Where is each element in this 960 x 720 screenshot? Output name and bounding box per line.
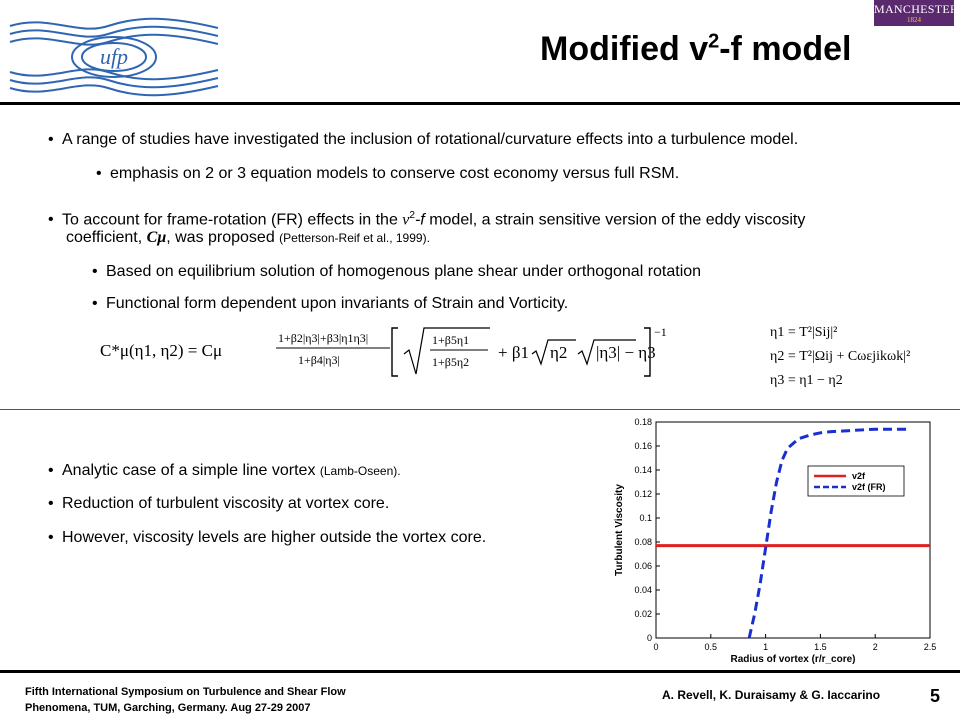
bullet-1: • A range of studies have investigated th… [48, 131, 799, 148]
manchester-logo: MANCHESTER 1824 [874, 0, 959, 26]
y-tick-label: 0 [647, 633, 652, 643]
eq-beta1: + β1 [498, 343, 529, 362]
x-tick-label: 2 [873, 642, 878, 652]
bullet-3-pre: Analytic case of a simple line vortex [62, 462, 320, 479]
eq-sqrt1-arg: η2 [550, 343, 567, 362]
x-tick-label: 1 [763, 642, 768, 652]
bullet-2-sub-2: • Functional form dependent upon invarian… [92, 295, 569, 312]
citation-lamb-oseen: (Lamb-Oseen). [319, 464, 401, 478]
citation-petterson: (Petterson-Reif et al., 1999). [279, 231, 430, 245]
brand-name: MANCHESTER [874, 2, 959, 16]
bullet-2-sub-1-text: Based on equilibrium solution of homogen… [106, 263, 702, 280]
x-tick-label: 0 [653, 642, 658, 652]
bullet-2: • To account for frame-rotation (FR) effe… [48, 210, 806, 229]
conference-line-1: Fifth International Symposium on Turbule… [25, 686, 346, 698]
eq-bracket-right [644, 327, 651, 377]
y-tick-label: 0.18 [634, 417, 652, 427]
eq-sqrt-1 [403, 327, 490, 375]
bullet-5: • However, viscosity levels are higher ou… [48, 529, 487, 546]
bullet-2-post: model, a strain sensitive version of the… [424, 211, 806, 229]
eq-power: −1 [654, 325, 667, 339]
y-tick-label: 0.08 [634, 537, 652, 547]
eq-lhs: C*μ(η1, η2) = Cμ [100, 341, 222, 360]
bullet-5-text: However, viscosity levels are higher out… [62, 529, 487, 546]
bullet-2-v: v [402, 211, 410, 229]
title-end: -f model [719, 30, 852, 68]
logo-text: ufp [100, 44, 128, 69]
bullet-2-sub-2-text: Functional form dependent upon invariant… [106, 295, 569, 312]
eq-denom: 1+β4|η3| [298, 353, 340, 367]
y-tick-label: 0.12 [634, 489, 652, 499]
bullet-2-line2-pre: coefficient, [66, 229, 147, 246]
bullet-1-text: A range of studies have investigated the… [62, 131, 799, 148]
bullet-2-sub-1: • Based on equilibrium solution of homoge… [92, 263, 702, 280]
brand-year: 1824 [907, 16, 921, 24]
x-tick-label: 1.5 [814, 642, 827, 652]
eq-sqrt-3 [577, 339, 636, 366]
conference-line-2: Phenomena, TUM, Garching, Germany. Aug 2… [25, 702, 311, 714]
inv-eta1: η1 = T²|Sij|² [770, 325, 837, 340]
y-axis-label: Turbulent Viscosity [614, 484, 625, 576]
bullet-4-text: Reduction of turbulent viscosity at vort… [62, 495, 390, 512]
x-axis-label: Radius of vortex (r/r_core) [730, 654, 855, 665]
y-tick-label: 0.16 [634, 441, 652, 451]
eq-numer: 1+β2|η3|+β3|η1η3| [278, 331, 368, 345]
inv-eta3: η3 = η1 − η2 [770, 373, 843, 388]
bullet-2-pre: To account for frame-rotation (FR) effec… [62, 211, 403, 229]
cmu-equation: C*μ(η1, η2) = Cμ 1+β2|η3|+β3|η1η3| 1+β4|… [100, 325, 667, 377]
bullet-3: • Analytic case of a simple line vortex (… [48, 462, 401, 479]
y-tick-label: 0.14 [634, 465, 652, 475]
inv-eta2: η2 = T²|Ωij + Cωεjikωk|² [770, 349, 910, 364]
legend-box [807, 465, 905, 497]
title-main: Modified v [540, 30, 709, 68]
y-tick-label: 0.04 [634, 585, 652, 595]
bullet-2-line2-post: , was proposed [166, 229, 280, 246]
bullet-4: • Reduction of turbulent viscosity at vor… [48, 495, 390, 512]
bullet-1-sub-text: emphasis on 2 or 3 equation models to co… [110, 165, 680, 182]
bullet-1-sub: • emphasis on 2 or 3 equation models to c… [96, 165, 680, 182]
authors: A. Revell, K. Duraisamy & G. Iaccarino [662, 688, 881, 702]
slide-title: Modified v2-f model [540, 30, 851, 69]
title-sup: 2 [708, 30, 720, 53]
legend-label: v2f (FR) [852, 482, 886, 492]
invariants-equation: η1 = T²|Sij|² η2 = T²|Ωij + Cωεjikωk|² η… [770, 325, 910, 388]
eq-sqrt2-arg: |η3| − η3 [596, 343, 656, 362]
eq-bracket-left [391, 327, 398, 377]
footer-rule [0, 670, 960, 673]
bullet-2-sup: 2 [409, 210, 415, 221]
bullet-2-f: -f [414, 211, 425, 229]
conference-info: Fifth International Symposium on Turbule… [25, 684, 346, 716]
eq-frac2-den: 1+β5η2 [432, 355, 469, 369]
plot-frame [655, 421, 931, 639]
y-tick-label: 0.06 [634, 561, 652, 571]
eq-frac2-num: 1+β5η1 [432, 333, 469, 347]
legend-label: v2f [852, 471, 866, 481]
series-line-v2f-fr [747, 427, 909, 639]
header-rule [0, 102, 960, 105]
x-tick-label: 0.5 [705, 642, 718, 652]
y-tick-label: 0.02 [634, 609, 652, 619]
page-number: 5 [930, 686, 941, 706]
ufp-logo: ufp [9, 17, 219, 97]
x-tick-label: 2.5 [924, 642, 937, 652]
viscosity-chart: 0 0.5 1 1.5 2 2.5 0 0.02 0.04 0.06 0.08 0.1 0.12 0.14… [614, 417, 937, 665]
eq-sqrt-2 [531, 339, 576, 366]
section-rule [0, 409, 960, 410]
cmu-symbol: Cμ [146, 229, 167, 246]
bullet-2-line2: coefficient, Cμ, was proposed (Petterson… [66, 228, 430, 248]
y-tick-label: 0.1 [639, 513, 652, 523]
